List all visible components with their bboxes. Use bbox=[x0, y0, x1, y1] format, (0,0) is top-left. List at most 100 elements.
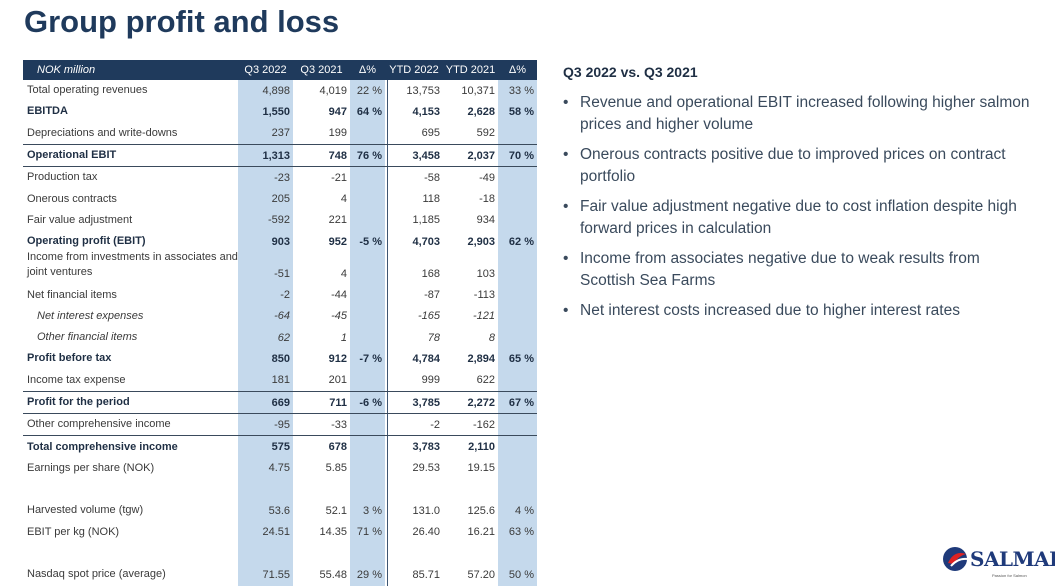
commentary-heading: Q3 2022 vs. Q3 2021 bbox=[563, 64, 698, 80]
bullet-item: • Revenue and operational EBIT increased … bbox=[563, 92, 1033, 135]
table-row: Operating profit (EBIT) 903 952 -5 % 4,703 2,… bbox=[23, 231, 537, 252]
logo-text: SALMAR bbox=[970, 547, 1055, 571]
table-row: Production tax -23 -21 -58 -49 bbox=[23, 167, 537, 188]
row-label: Net interest expenses bbox=[37, 309, 144, 322]
cell-value: 2,272 bbox=[467, 396, 495, 409]
cell-value: -6 % bbox=[359, 396, 382, 409]
cell-value: 71.55 bbox=[262, 568, 290, 581]
row-label: Other financial items bbox=[37, 331, 138, 344]
cell-value: -7 % bbox=[359, 352, 382, 365]
cell-value: 711 bbox=[329, 396, 347, 409]
table-row: Onerous contracts 205 4 118 -18 bbox=[23, 188, 537, 209]
cell-value: 16.21 bbox=[467, 526, 495, 539]
cell-value: 63 % bbox=[508, 526, 534, 539]
cell-value: 4 % bbox=[515, 504, 534, 517]
cell-value: -2 bbox=[280, 289, 290, 302]
table-row: Other comprehensive income -95 -33 -2 -162 bbox=[23, 414, 537, 437]
cell-value: -5 % bbox=[359, 235, 382, 248]
profit-loss-table: NOK million Q3 2022 Q3 2021 Δ% YTD 2022 … bbox=[23, 60, 537, 586]
cell-value: 76 % bbox=[356, 149, 382, 162]
cell-value: 2,628 bbox=[467, 105, 495, 118]
cell-value: -87 bbox=[424, 289, 440, 302]
cell-value: 52.1 bbox=[325, 504, 347, 517]
cell-value: 622 bbox=[476, 374, 495, 387]
header-q3-2021: Q3 2021 bbox=[300, 64, 343, 76]
cell-value: 748 bbox=[328, 149, 347, 162]
row-label: EBIT per kg (NOK) bbox=[27, 525, 120, 538]
row-label: Total comprehensive income bbox=[27, 440, 178, 453]
row-label: Earnings per share (NOK) bbox=[27, 461, 155, 474]
header-ytd-change: Δ% bbox=[508, 64, 527, 76]
row-label: Profit before tax bbox=[27, 352, 112, 365]
row-label: Other comprehensive income bbox=[27, 418, 171, 431]
logo-tagline: Passion for Salmon bbox=[992, 573, 1027, 578]
cell-value: 53.6 bbox=[268, 504, 290, 517]
table-row: Nasdaq spot price (average) 71.55 55.48 29 … bbox=[23, 564, 537, 585]
cell-value: 2,894 bbox=[467, 352, 495, 365]
bullet-text: Revenue and operational EBIT increased f… bbox=[580, 94, 1030, 133]
row-label: Income from investments in associates an… bbox=[27, 251, 238, 279]
cell-value: 118 bbox=[422, 193, 440, 206]
bullet-text: Income from associates negative due to w… bbox=[580, 250, 980, 289]
cell-value: 13,753 bbox=[406, 84, 440, 97]
cell-value: 4,153 bbox=[412, 105, 440, 118]
cell-value: -2 bbox=[430, 418, 440, 431]
cell-value: 24.51 bbox=[262, 526, 290, 539]
cell-value: 237 bbox=[271, 127, 290, 140]
cell-value: 2,903 bbox=[467, 235, 495, 248]
cell-value: 19.15 bbox=[467, 462, 495, 475]
cell-value: 70 % bbox=[508, 149, 534, 162]
row-label: Harvested volume (tgw) bbox=[27, 504, 144, 517]
row-label: Nasdaq spot price (average) bbox=[27, 568, 166, 581]
cell-value: 71 % bbox=[356, 526, 382, 539]
table-row: Harvested volume (tgw) 53.6 52.1 3 % 131.0 12… bbox=[23, 500, 537, 521]
cell-value: 26.40 bbox=[412, 526, 440, 539]
cell-value: 903 bbox=[271, 235, 290, 248]
salmar-logo: SALMAR Passion for Salmon bbox=[942, 546, 1055, 578]
cell-value: -121 bbox=[472, 310, 495, 323]
cell-value: -51 bbox=[274, 268, 290, 281]
table-row: Other financial items 62 1 78 8 bbox=[23, 327, 537, 348]
table-row: Net interest expenses -64 -45 -165 -121 bbox=[23, 306, 537, 327]
row-label: Fair value adjustment bbox=[27, 213, 133, 226]
table-row: Income tax expense 181 201 999 622 bbox=[23, 370, 537, 392]
header-ytd-2021: YTD 2021 bbox=[445, 64, 496, 76]
cell-value: 65 % bbox=[508, 352, 534, 365]
header-label: NOK million bbox=[37, 63, 96, 76]
cell-value: -33 bbox=[331, 418, 347, 431]
cell-value: 947 bbox=[328, 105, 347, 118]
table-row: Profit for the period 669 711 -6 % 3,785 2,27… bbox=[23, 392, 537, 415]
cell-value: -23 bbox=[274, 171, 290, 184]
cell-value: -165 bbox=[417, 310, 440, 323]
cell-value: 199 bbox=[328, 127, 347, 140]
cell-value: 2,110 bbox=[468, 441, 495, 454]
cell-value: -95 bbox=[274, 418, 290, 431]
cell-value: 678 bbox=[328, 441, 347, 454]
cell-value: 5.85 bbox=[325, 462, 347, 475]
table-row: Earnings per share (NOK) 4.75 5.85 29.53 19.… bbox=[23, 458, 537, 479]
cell-value: 952 bbox=[328, 235, 347, 248]
cell-value: 85.71 bbox=[412, 568, 440, 581]
bullet-text: Net interest costs increased due to high… bbox=[580, 302, 960, 319]
cell-value: 181 bbox=[271, 374, 290, 387]
header-ytd-2022: YTD 2022 bbox=[389, 64, 439, 76]
cell-value: 10,371 bbox=[461, 84, 495, 97]
bullet-item: • Fair value adjustment negative due to c… bbox=[563, 196, 1033, 239]
cell-value: 201 bbox=[328, 374, 347, 387]
table-row: EBIT per kg (NOK) 24.51 14.35 71 % 26.40 16.2… bbox=[23, 522, 537, 543]
cell-value: 575 bbox=[271, 441, 290, 454]
row-label: Operating profit (EBIT) bbox=[27, 235, 146, 248]
table-row: Net financial items -2 -44 -87 -113 bbox=[23, 284, 537, 305]
cell-value: 168 bbox=[421, 268, 440, 281]
cell-value: 2,037 bbox=[467, 149, 495, 162]
cell-value: 62 bbox=[277, 331, 290, 344]
cell-value: 33 % bbox=[508, 84, 534, 97]
cell-value: 669 bbox=[271, 396, 290, 409]
table-row: Depreciations and write-downs 237 199 695 59… bbox=[23, 123, 537, 145]
cell-value: -21 bbox=[331, 171, 347, 184]
cell-value: 4,784 bbox=[412, 352, 440, 365]
cell-value: -45 bbox=[331, 310, 347, 323]
bullet-icon: • bbox=[563, 146, 569, 163]
column-shade bbox=[350, 80, 385, 586]
bullet-text: Fair value adjustment negative due to co… bbox=[580, 198, 1017, 237]
